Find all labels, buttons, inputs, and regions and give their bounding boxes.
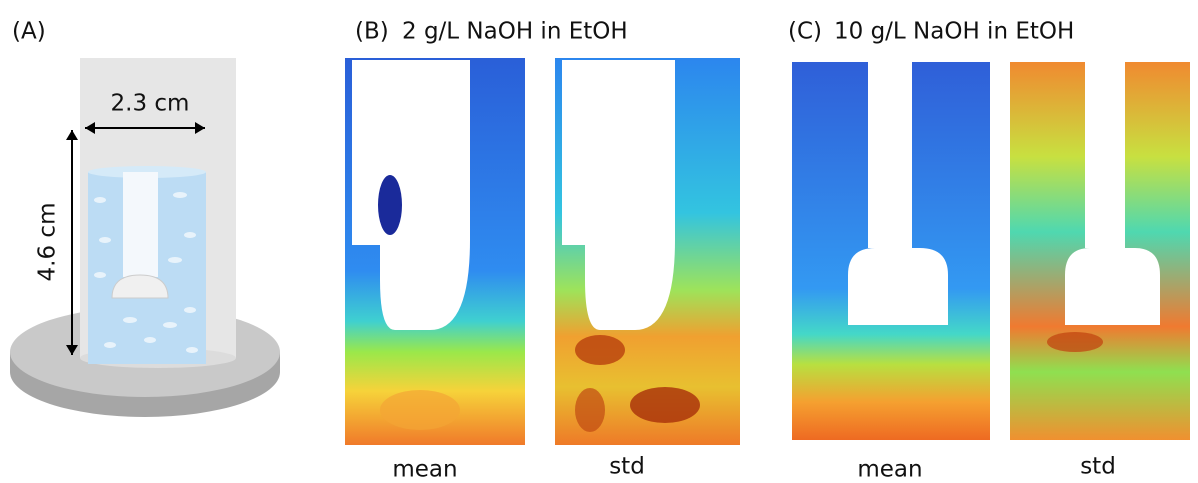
cell-illustration bbox=[10, 58, 280, 417]
panel-label: (C) bbox=[788, 19, 822, 45]
panel-label: (A) bbox=[12, 19, 46, 45]
heatmap-std bbox=[1010, 62, 1190, 440]
panel-title: 2 g/L NaOH in EtOH bbox=[402, 19, 628, 45]
caption: std bbox=[1080, 454, 1116, 480]
caption: mean bbox=[857, 457, 922, 483]
panel-title: 10 g/L NaOH in EtOH bbox=[834, 19, 1074, 45]
width-label: 2.3 cm bbox=[111, 91, 190, 117]
heatmap-mean bbox=[345, 58, 525, 445]
height-label: 4.6 cm bbox=[35, 203, 61, 282]
caption: std bbox=[609, 454, 645, 480]
heatmap-mean bbox=[792, 62, 990, 440]
caption: mean bbox=[392, 457, 457, 483]
heatmap-std bbox=[555, 58, 740, 445]
panel-label: (B) bbox=[355, 19, 389, 45]
